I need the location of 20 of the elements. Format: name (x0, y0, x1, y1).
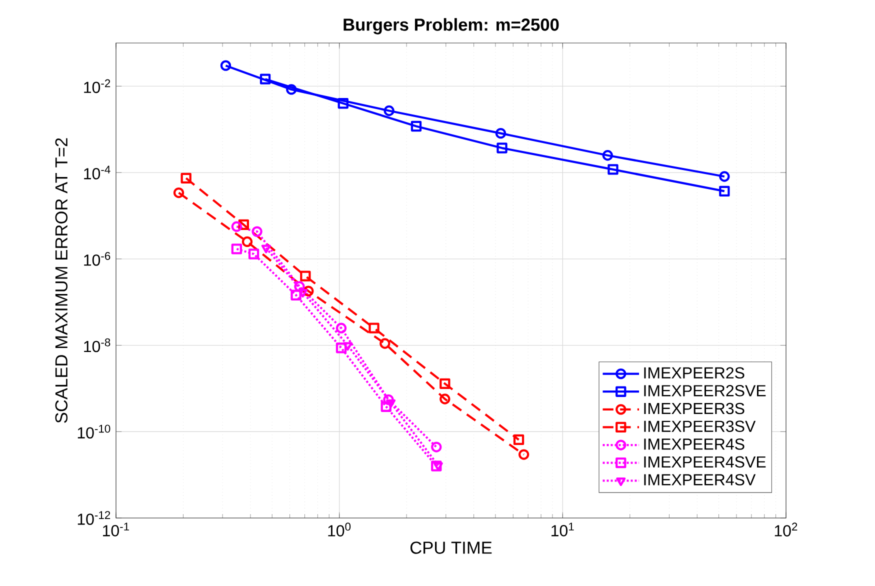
y-tick-label: 10$^{-6}$ (84, 252, 110, 266)
legend-label: IMEXPEER2S (644, 367, 744, 379)
x-tick-label: 10$^{1}$ (552, 522, 574, 536)
x-tick-label: 10$^{-1}$ (103, 522, 129, 536)
y-tick-label: 10$^{-2}$ (84, 79, 110, 94)
y-tick-label: 10$^{-10}$ (78, 424, 110, 439)
legend-label: IMEXPEER4S (644, 438, 744, 450)
legend-label: IMEXPEER3S (644, 402, 744, 414)
chart-title: Burgers Problem: m=2500 (344, 18, 559, 34)
x-axis-title: CPU TIME (410, 542, 492, 554)
y-tick-label: 10$^{-8}$ (84, 338, 110, 352)
legend-label: IMEXPEER4SVE (644, 456, 766, 468)
y-axis-title: SCALED MAXIMUM ERROR AT T=2 (55, 138, 68, 423)
legend-label: IMEXPEER4SV (644, 474, 756, 486)
x-tick-label: 10$^{0}$ (328, 522, 351, 536)
x-tick-label: 10$^{2}$ (774, 522, 798, 536)
y-tick-label: 10$^{-12}$ (78, 511, 110, 525)
y-tick-label: 10$^{-4}$ (84, 166, 110, 180)
legend-label: IMEXPEER3SV (644, 420, 756, 432)
legend-label: IMEXPEER2SVE (644, 385, 766, 396)
